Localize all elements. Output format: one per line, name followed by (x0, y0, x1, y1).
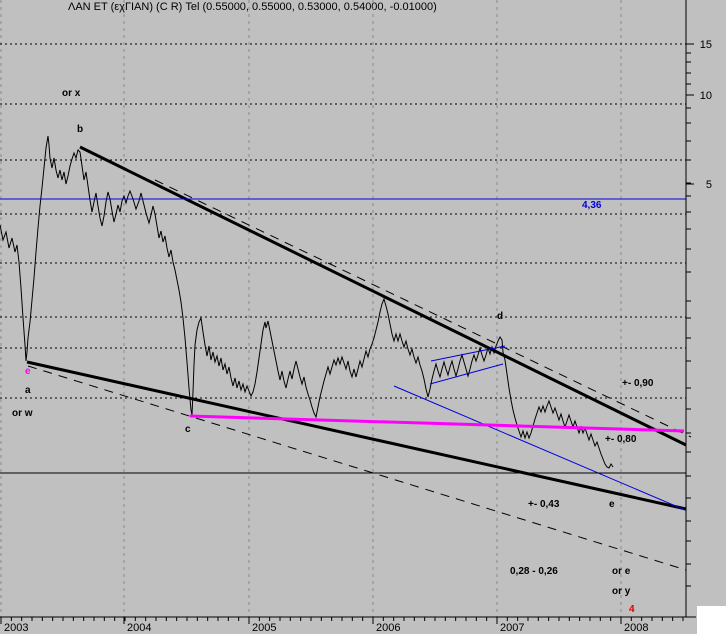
x-axis-year-label: 2003 (4, 622, 28, 634)
annotation-level-0-43[interactable]: +- 0,43 (528, 499, 560, 510)
channel-dashed-lower-line[interactable] (27, 365, 687, 571)
blue-wedge-top-line[interactable] (430, 345, 506, 362)
trendline-lower-line[interactable] (26, 360, 687, 511)
y-axis-label: 10 (700, 90, 712, 102)
annotation-level-0-28-0-26[interactable]: 0,28 - 0,26 (510, 566, 558, 577)
annotation-wave-or-y[interactable]: or y (612, 586, 631, 597)
x-axis-year-label: 2008 (624, 622, 648, 634)
corner-blank-area (697, 606, 726, 634)
annotation-wave-or-e[interactable]: or e (612, 566, 631, 577)
support-magenta-0-80-line[interactable] (189, 414, 685, 433)
annotation-wave-c[interactable]: c (185, 424, 191, 435)
annotation-level-0-90[interactable]: +- 0,90 (622, 378, 654, 389)
annotation-level-0-80[interactable]: +- 0,80 (605, 434, 637, 445)
annotation-wave-b[interactable]: b (77, 124, 83, 135)
annotation-wave-or-w[interactable]: or w (12, 408, 33, 419)
channel-dashed-upper-line[interactable] (154, 179, 692, 438)
annotation-marker-4[interactable]: 4 (629, 604, 635, 615)
blue-wedge-bottom-line[interactable] (429, 363, 504, 385)
x-axis-year-label: 2006 (376, 622, 400, 634)
trendline-upper-line[interactable] (79, 145, 687, 447)
annotation-wave-a[interactable]: a (25, 385, 31, 396)
annotation-wave-e-target[interactable]: e (609, 499, 615, 510)
annotation-wave-e-prev[interactable]: e (25, 366, 31, 377)
x-axis-year-label: 2004 (127, 622, 151, 634)
annotation-wave-or-x[interactable]: or x (62, 88, 81, 99)
blue-downtrend-line[interactable] (393, 385, 686, 511)
x-axis-year-label: 2007 (500, 622, 524, 634)
annotation-level-4-36[interactable]: 4,36 (582, 200, 602, 211)
chart-title: ΛΑΝ ΕΤ (εχΓΙΑΝ) (C R) Tel (0.55000, 0.55… (68, 1, 437, 13)
price-series-line[interactable] (0, 135, 614, 469)
annotation-wave-d[interactable]: d (497, 311, 503, 322)
x-axis-year-label: 2005 (252, 622, 276, 634)
y-axis-label: 5 (706, 179, 712, 191)
y-axis-label: 15 (700, 39, 712, 51)
